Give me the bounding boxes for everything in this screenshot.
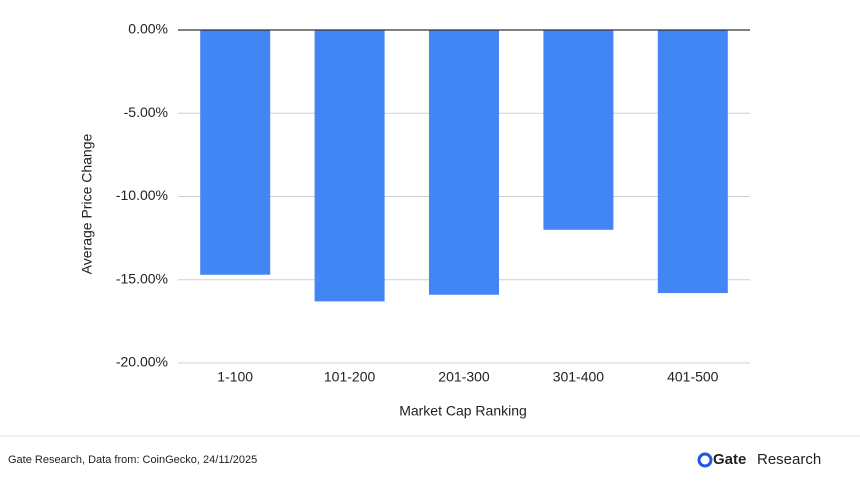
x-tick-label: 401-500 bbox=[667, 369, 719, 385]
logo-brand: Gate bbox=[713, 451, 746, 468]
bar bbox=[314, 30, 385, 302]
y-tick-label: 0.00% bbox=[128, 21, 168, 37]
y-tick-label: -20.00% bbox=[116, 354, 168, 370]
y-axis-title: Average Price Change bbox=[79, 133, 95, 274]
bar bbox=[200, 30, 271, 275]
bar bbox=[429, 30, 499, 295]
x-axis-title: Market Cap Ranking bbox=[399, 403, 527, 419]
logo: Gate Research bbox=[697, 451, 821, 468]
bar bbox=[543, 30, 614, 230]
footer-source: Gate Research, Data from: CoinGecko, 24/… bbox=[8, 454, 257, 466]
y-tick-label: -5.00% bbox=[124, 104, 168, 120]
logo-icon bbox=[697, 452, 713, 468]
bar bbox=[657, 30, 728, 294]
x-tick-label: 1-100 bbox=[217, 369, 253, 385]
y-tick-label: -15.00% bbox=[116, 270, 168, 286]
logo-text: Research bbox=[757, 451, 821, 468]
y-tick-label: -10.00% bbox=[116, 187, 168, 203]
x-tick-label: 301-400 bbox=[553, 369, 605, 385]
x-tick-label: 101-200 bbox=[324, 369, 376, 385]
x-tick-label: 201-300 bbox=[438, 369, 490, 385]
